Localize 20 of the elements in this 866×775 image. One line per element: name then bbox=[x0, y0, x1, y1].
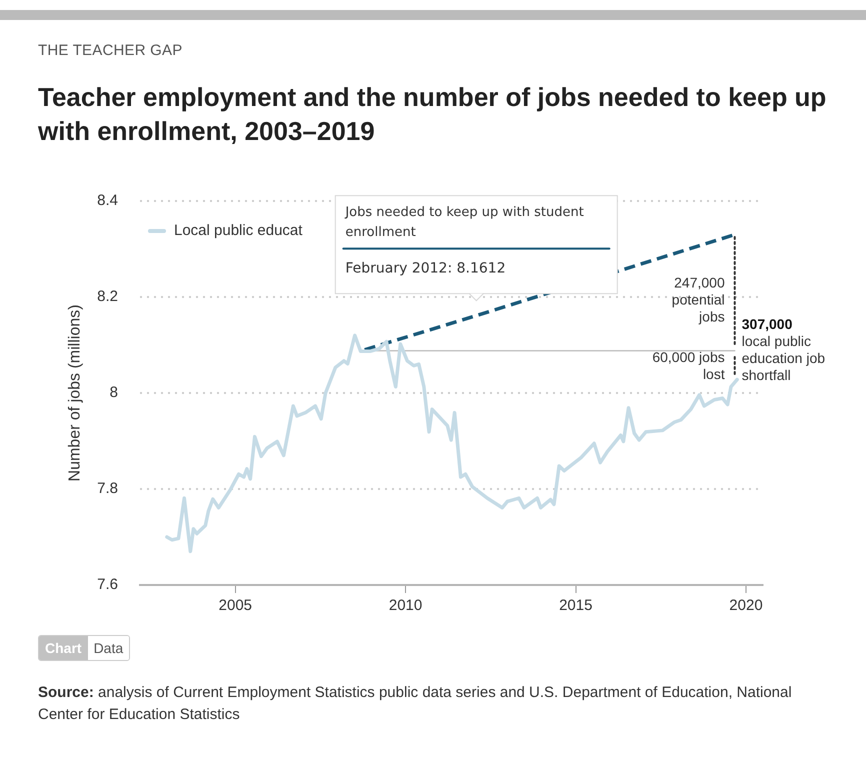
x-tick-label: 2015 bbox=[559, 597, 592, 614]
y-tick-label: 7.8 bbox=[97, 480, 118, 498]
text: Jobs needed to keep up with student enrollment bbox=[344, 205, 584, 240]
x-tick-label: 2010 bbox=[388, 597, 422, 614]
x-tick-label: 2005 bbox=[218, 597, 252, 614]
y-tick-label: 8 bbox=[110, 384, 118, 402]
y-axis-title: Number of jobs (millions) bbox=[66, 304, 84, 482]
source-note: Source: analysis of Current Employment Statistics public data series and U.S. Department of Education, National Center for Education Statistics bbox=[38, 683, 793, 725]
annotation: 60,000 jobs lost bbox=[652, 348, 725, 382]
annotation: 247,000 potential jobs bbox=[672, 274, 725, 324]
view-toggle: Chart Data bbox=[38, 635, 130, 661]
x-tick-label: 2020 bbox=[729, 597, 763, 614]
y-tick-label: 7.6 bbox=[97, 576, 118, 594]
legend-label: Local public educat bbox=[174, 222, 304, 240]
y-tick-label: 8.4 bbox=[97, 192, 118, 210]
y-tick-label: 8.2 bbox=[97, 288, 118, 306]
annotation: 307,000 local public education job shortfall bbox=[742, 316, 826, 384]
annotation: February 2012: 8.1612 bbox=[345, 260, 506, 276]
chart-title: Teacher employment and the number of jobs needed to keep up with enrollment, 2003–2019 bbox=[38, 81, 828, 148]
chart-subtitle: THE TEACHER GAP bbox=[38, 42, 182, 59]
